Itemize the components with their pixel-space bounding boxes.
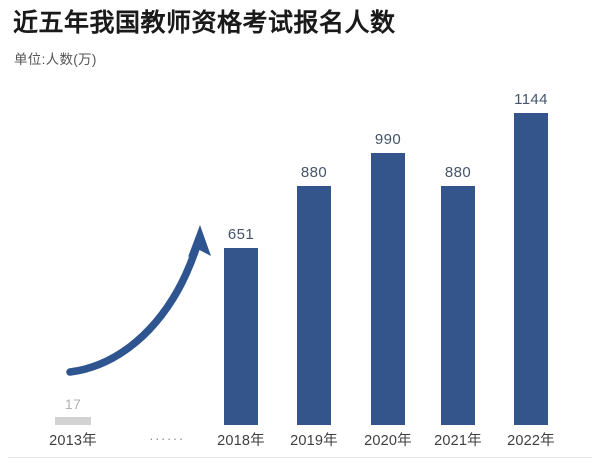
bar-value-2018: 651 [227, 226, 255, 243]
bar-value-2019: 880 [300, 164, 328, 181]
bar-2021[interactable] [441, 186, 475, 425]
bar-2013[interactable] [55, 417, 91, 425]
axis-label-2020: 2020年 [364, 433, 412, 449]
chart-subtitle-unit: 单位:人数(万) [14, 52, 97, 67]
bar-2019[interactable] [297, 186, 331, 425]
axis-label-2013: 2013年 [49, 433, 97, 449]
bar-value-2020: 990 [374, 131, 402, 148]
bar-value-2013: 17 [64, 396, 82, 412]
axis-ellipsis: ······ [149, 431, 185, 446]
bar-value-2022: 1144 [514, 91, 548, 108]
axis-label-2019: 2019年 [290, 433, 338, 449]
bar-value-2021: 880 [444, 164, 472, 181]
bar-2022[interactable] [514, 113, 548, 425]
axis-baseline [8, 457, 592, 458]
bar-2018[interactable] [224, 248, 258, 425]
x-axis: 2013年 ······ 2018年 2019年 2020年 2021年 202… [0, 425, 600, 463]
chart-title: 近五年我国教师资格考试报名人数 [13, 9, 396, 37]
axis-label-2021: 2021年 [434, 433, 482, 449]
plot-area: 17 651 880 990 880 1144 [0, 75, 600, 425]
axis-label-2022: 2022年 [507, 433, 555, 449]
axis-label-2018: 2018年 [217, 433, 265, 449]
bar-2020[interactable] [371, 153, 405, 425]
